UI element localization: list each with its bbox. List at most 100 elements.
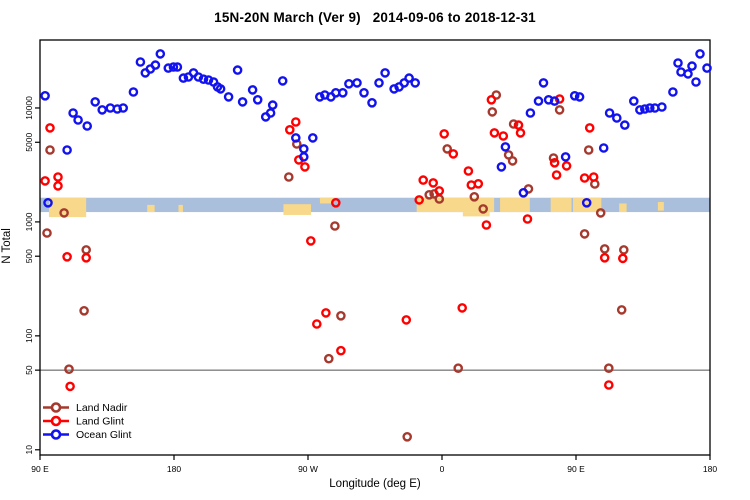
data-point-ocean-glint [73,115,83,125]
data-point-land-glint [305,236,316,246]
data-point-ocean-glint [702,63,712,73]
data-point-land-glint [522,214,533,224]
data-point-ocean-glint [525,108,536,118]
y-tick-label: 5000 [24,133,34,152]
data-point-ocean-glint [500,142,511,152]
data-point-land-nadir [478,204,489,214]
data-point-ocean-glint [277,76,288,86]
data-point-land-nadir [336,310,346,321]
data-point-land-glint [498,131,509,141]
data-point-land-glint [551,170,562,180]
plot-box [39,39,711,456]
x-axis-title: Longitude (deg E) [329,478,421,490]
data-point-land-nadir [64,364,74,375]
data-point-land-glint [418,175,429,185]
data-point-land-glint [300,162,310,172]
data-point-land-glint [448,149,459,159]
data-point-ocean-glint [635,105,645,115]
data-point-ocean-glint [496,162,507,172]
data-point-ocean-glint [90,97,100,107]
data-point-land-glint [513,120,524,130]
data-point-ocean-glint [298,144,309,154]
data-point-land-glint [336,345,346,356]
data-point-land-nadir [619,245,629,255]
data-point-land-glint [53,181,63,191]
data-point-ocean-glint [307,133,318,143]
legend-marker [50,415,62,427]
data-point-ocean-glint [168,62,179,72]
data-point-land-glint [284,125,295,135]
data-point-ocean-glint [549,96,560,106]
x-tick-label: 90 E [567,464,585,474]
y-tick-label: 10000 [24,96,34,120]
data-point-ocean-glint [178,73,189,83]
land-band-segment [500,197,530,213]
data-point-land-nadir [402,431,413,442]
x-tick-label: 90 E [31,464,49,474]
data-point-land-glint [311,319,322,329]
data-point-land-glint [330,197,341,208]
data-point-ocean-glint [172,62,183,72]
land-band-segment [283,204,311,215]
data-point-land-glint [588,172,599,182]
data-point-ocean-glint [620,120,630,130]
data-point-ocean-glint [598,143,609,153]
data-point-ocean-glint [683,69,693,79]
data-point-ocean-glint [574,92,585,102]
data-point-ocean-glint [668,87,678,97]
data-point-land-glint [40,176,50,186]
land-band-segment [550,197,572,213]
y-tick-label: 100 [24,328,34,342]
data-point-ocean-glint [604,108,615,118]
data-point-ocean-glint [198,74,209,84]
data-point-ocean-glint [128,87,139,97]
data-point-ocean-glint [359,88,369,98]
data-point-land-nadir [595,208,606,218]
data-point-land-glint [561,161,572,171]
data-point-land-glint [489,128,500,138]
y-tick-label: 50 [24,365,34,375]
data-point-land-glint [604,380,614,390]
y-tick-label: 10 [24,445,34,455]
data-point-ocean-glint [267,100,278,110]
x-tick-label: 90 W [298,464,318,474]
data-point-ocean-glint [657,102,667,112]
data-point-land-nadir [604,363,614,374]
data-point-land-nadir [442,144,453,154]
data-point-ocean-glint [150,60,161,70]
data-point-ocean-glint [691,77,701,87]
data-point-ocean-glint [40,91,50,101]
data-point-land-glint [463,166,474,176]
data-point-land-nadir [330,221,340,231]
data-point-land-glint [321,308,331,318]
data-point-ocean-glint [298,152,309,162]
x-tick-label: 180 [167,464,181,474]
data-point-ocean-glint [237,97,248,107]
data-point-land-nadir [583,145,594,155]
data-point-ocean-glint [629,96,639,106]
data-point-ocean-glint [135,57,146,67]
data-point-land-glint [599,252,610,263]
data-point-ocean-glint [533,96,544,106]
legend-marker [50,402,62,413]
data-point-ocean-glint [314,92,325,102]
data-point-land-glint [481,220,492,230]
data-point-land-nadir [599,244,610,254]
data-point-land-glint [414,195,425,205]
data-point-land-nadir [554,105,565,115]
data-point-ocean-glint [352,78,362,88]
data-point-land-nadir [453,363,464,374]
data-point-ocean-glint [223,92,234,102]
data-point-land-nadir [508,119,519,129]
data-point-ocean-glint [389,84,399,94]
data-point-land-nadir [283,172,294,182]
data-point-ocean-glint [43,197,53,208]
data-point-land-glint [290,117,301,127]
data-point-land-nadir [323,353,334,364]
x-tick-label: 180 [703,464,717,474]
data-point-ocean-glint [538,78,549,88]
land-band-segment [462,212,490,217]
data-point-land-glint [401,315,412,325]
data-point-ocean-glint [215,84,226,94]
